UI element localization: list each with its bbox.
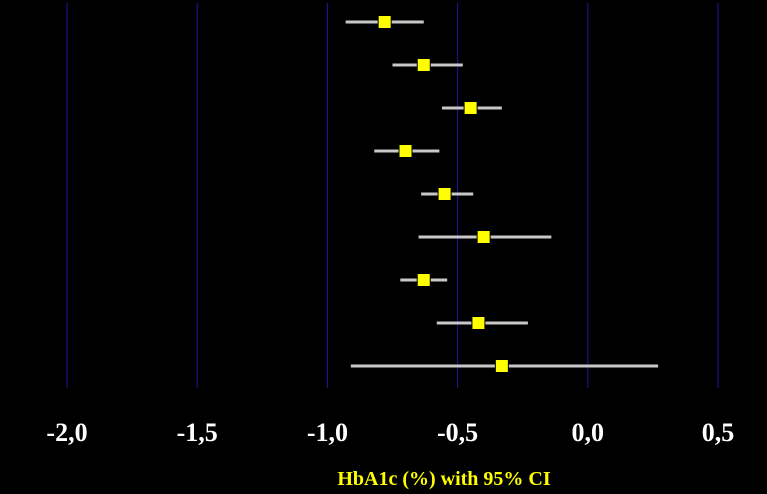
x-tick-label-4: 0,0	[572, 418, 605, 447]
estimate-marker-9	[494, 359, 509, 373]
x-tick-label-5: 0,5	[702, 418, 735, 447]
x-tick-label-2: -1,0	[307, 418, 348, 447]
vertical-gridlines	[66, 3, 719, 388]
study-row-3	[441, 101, 502, 115]
x-tick-label-1: -1,5	[177, 418, 218, 447]
estimate-marker-5	[437, 187, 452, 201]
x-tick-labels: -2,0 -1,5 -1,0 -0,5 0,0 0,5	[46, 418, 734, 447]
estimate-marker-8	[471, 316, 486, 330]
estimate-marker-4	[398, 144, 413, 158]
study-row-7	[400, 273, 448, 287]
study-row-8	[436, 316, 528, 330]
study-row-4	[374, 144, 440, 158]
x-tick-label-3: -0,5	[437, 418, 478, 447]
estimate-marker-3	[463, 101, 478, 115]
estimate-marker-6	[476, 230, 491, 244]
x-axis-title: HbA1c (%) with 95% CI	[337, 468, 551, 490]
study-row-2	[392, 58, 463, 72]
forest-rows	[345, 15, 659, 373]
study-row-9	[350, 359, 659, 373]
x-tick-label-0: -2,0	[46, 418, 87, 447]
study-row-5	[421, 187, 474, 201]
study-row-1	[345, 15, 424, 29]
study-row-6	[418, 230, 552, 244]
estimate-marker-7	[416, 273, 431, 287]
estimate-marker-1	[377, 15, 392, 29]
estimate-marker-2	[416, 58, 431, 72]
